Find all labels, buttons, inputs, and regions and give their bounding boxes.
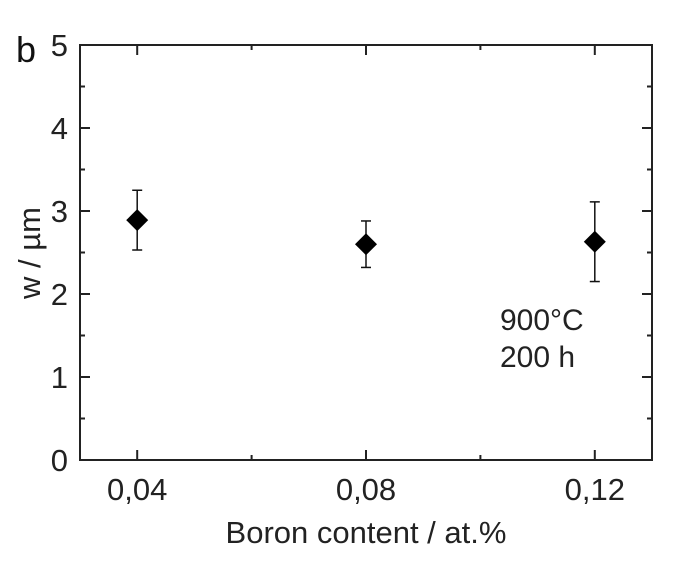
x-tick-label: 0,12 xyxy=(565,472,625,507)
y-tick-label: 3 xyxy=(51,194,68,229)
x-tick-label: 0,08 xyxy=(336,472,396,507)
data-point xyxy=(355,233,377,256)
y-axis-label: w / µm xyxy=(12,207,47,300)
x-ticks: 0,04 0,08 0,12 xyxy=(107,45,625,507)
annotation-time: 200 h xyxy=(500,341,575,374)
panel-letter: b xyxy=(16,29,36,70)
y-tick-label: 2 xyxy=(51,277,68,312)
y-ticks: 0 1 2 3 4 5 xyxy=(51,28,652,478)
y-tick-label: 1 xyxy=(51,360,68,395)
data-point xyxy=(126,209,149,232)
data-points xyxy=(126,189,606,283)
data-point xyxy=(583,230,606,253)
y-tick-label: 0 xyxy=(51,443,68,478)
y-tick-label: 4 xyxy=(51,111,68,146)
annotation-temperature: 900°C xyxy=(500,304,584,337)
y-tick-label: 5 xyxy=(51,28,68,63)
x-tick-label: 0,04 xyxy=(107,472,167,507)
x-axis-label: Boron content / at.% xyxy=(226,515,507,550)
